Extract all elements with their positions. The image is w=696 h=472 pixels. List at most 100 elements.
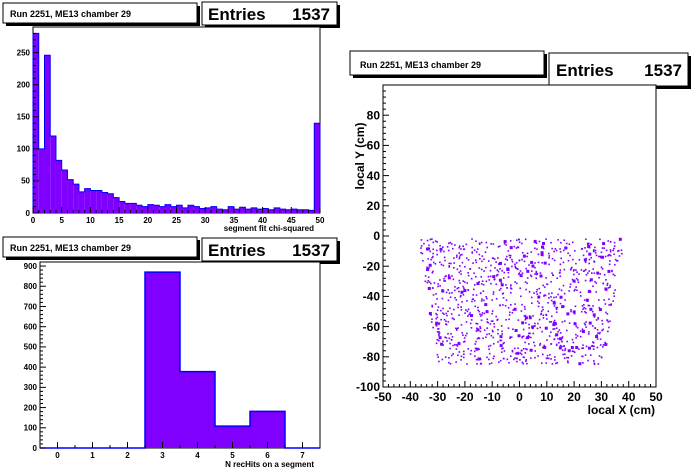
chi2-xtick-label: 50 (316, 216, 325, 225)
xy-point (567, 259, 570, 262)
xy-point (563, 345, 565, 348)
xy-point (431, 238, 433, 240)
xy-point (511, 350, 514, 353)
xy-point (437, 333, 440, 335)
chi2-bar (251, 207, 257, 213)
nhits-ytick-label: 400 (24, 363, 38, 372)
xy-point (437, 328, 439, 330)
xy-point (572, 350, 575, 353)
xy-point (593, 360, 595, 362)
chi2-ytick-label: 150 (17, 113, 31, 122)
xy-point (480, 283, 483, 285)
xy-point (594, 252, 597, 254)
nhits-xlabel: N recHits on a segment (225, 460, 314, 469)
xy-point (577, 281, 580, 283)
xy-point (510, 303, 512, 306)
xy-point (489, 269, 492, 272)
xy-point (555, 249, 558, 252)
xy-point (584, 354, 587, 356)
xy-point (458, 351, 461, 353)
xy-point (448, 265, 451, 267)
xy-point (598, 306, 601, 309)
xy-point (476, 327, 478, 330)
xy-point (522, 335, 525, 338)
xy-point (499, 304, 501, 307)
xy-point (613, 253, 615, 256)
xy-point (560, 289, 563, 292)
xy-xtick-label: -20 (456, 390, 474, 404)
chi2-bar (187, 205, 194, 213)
xy-point (530, 296, 533, 299)
xy-point (563, 320, 566, 322)
xy-point (614, 274, 616, 277)
xy-point (570, 346, 574, 350)
xy-point (438, 332, 441, 334)
xy-point (589, 243, 592, 246)
xy-point (602, 328, 604, 331)
xy-point (531, 327, 534, 330)
xy-point (513, 245, 516, 248)
xy-point (567, 252, 569, 255)
xy-point (511, 349, 514, 352)
xy-point (503, 240, 507, 244)
xy-point (551, 247, 553, 250)
xy-point (528, 316, 532, 320)
xy-xtick-label: 0 (516, 390, 523, 404)
chi2-bar (205, 207, 211, 213)
xy-point (581, 330, 585, 334)
xy-point (559, 295, 563, 299)
chi2-bar (55, 160, 62, 213)
xy-point (471, 238, 473, 240)
xy-point (542, 346, 544, 349)
xy-point (441, 289, 444, 291)
xy-point (583, 329, 585, 332)
xy-point (512, 358, 515, 361)
xy-point (528, 332, 530, 335)
xy-point (555, 296, 557, 298)
xy-point (592, 305, 594, 307)
xy-point (573, 322, 577, 326)
xy-point (540, 313, 542, 316)
xy-point (568, 322, 571, 324)
xy-point (608, 298, 610, 301)
xy-point (481, 298, 483, 300)
xy-point (432, 326, 434, 329)
xy-point (584, 268, 587, 271)
xy-point (478, 242, 481, 245)
xy-point (507, 271, 510, 274)
xy-point (545, 277, 547, 279)
xy-point (596, 338, 599, 340)
xy-point (551, 272, 553, 274)
xy-point (541, 330, 543, 333)
xy-point (447, 332, 449, 335)
xy-point (474, 355, 476, 357)
xy-point (447, 321, 450, 323)
xy-point (591, 345, 594, 347)
xy-point (581, 355, 583, 358)
chi2-bar (136, 205, 143, 213)
xy-point (572, 341, 575, 344)
xy-point (476, 323, 479, 325)
xy-point (573, 273, 575, 276)
xy-point (503, 271, 506, 274)
xy-point (470, 319, 473, 321)
xy-point (432, 241, 435, 244)
xy-point (506, 287, 508, 289)
xy-point (462, 334, 464, 336)
xy-point (456, 327, 458, 330)
nhits-bars (40, 271, 320, 449)
xy-point (507, 306, 510, 309)
xy-point (583, 269, 586, 272)
xy-point (555, 333, 559, 337)
xy-point (476, 337, 479, 340)
xy-point (536, 293, 539, 295)
xy-point (511, 265, 513, 268)
xy-point (462, 280, 465, 282)
xy-point (579, 330, 582, 332)
xy-xtick-label: -10 (484, 390, 502, 404)
xy-point (425, 248, 428, 251)
xy-point (600, 356, 603, 359)
xy-point (552, 301, 556, 305)
xy-point (604, 255, 607, 258)
xy-point (568, 243, 571, 246)
